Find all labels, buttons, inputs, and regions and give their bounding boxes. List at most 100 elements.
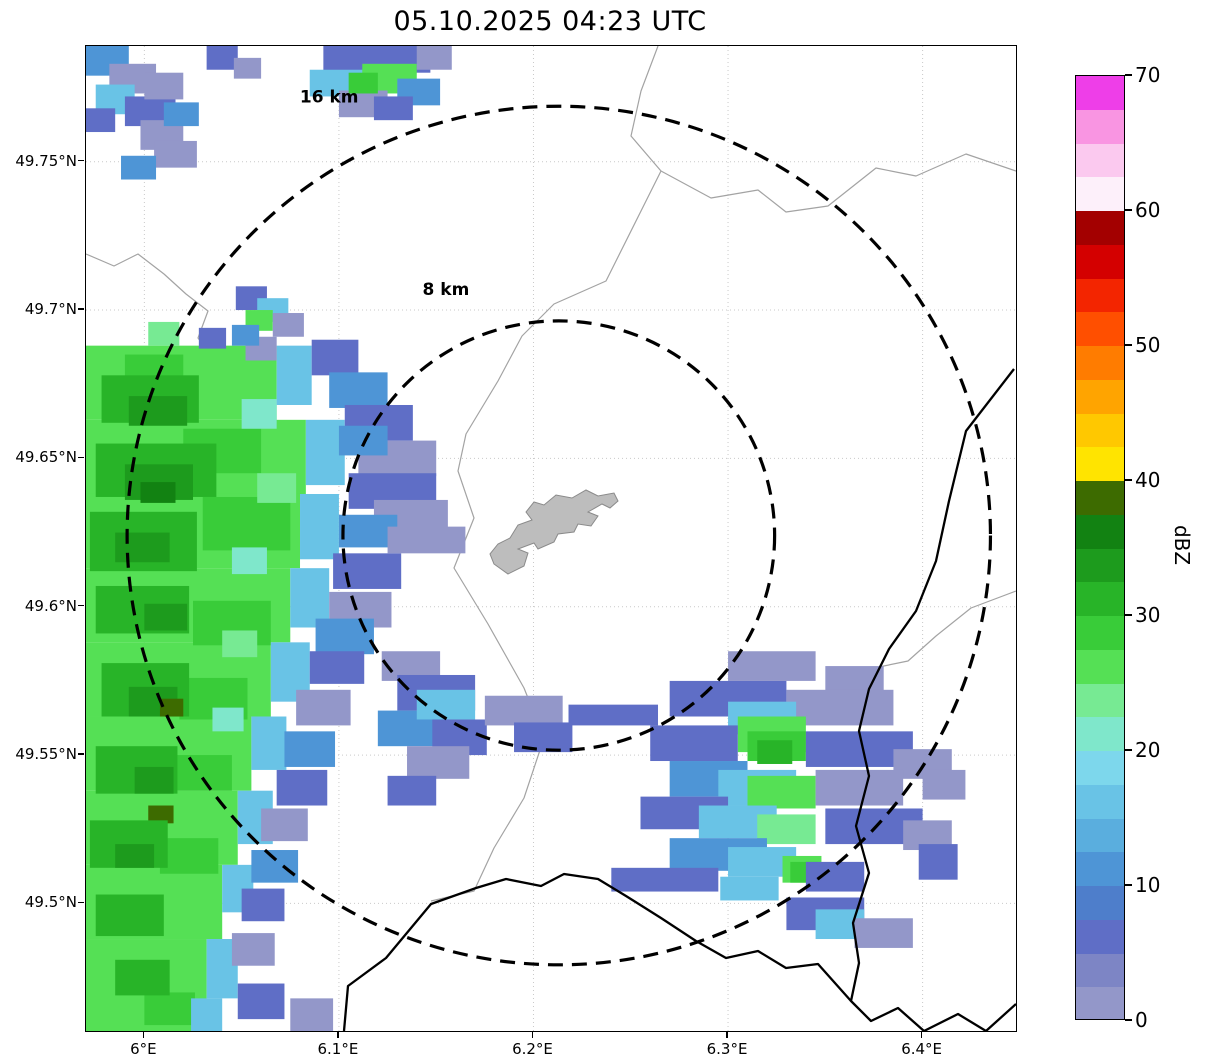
radar-cell bbox=[284, 731, 336, 767]
radar-cell bbox=[191, 998, 223, 1031]
radar-cell bbox=[251, 716, 287, 770]
radar-cell bbox=[290, 998, 334, 1031]
radar-cell bbox=[272, 313, 304, 337]
radar-cell bbox=[115, 532, 170, 563]
radar-cell bbox=[173, 755, 232, 791]
colorbar-tick-label: 10 bbox=[1135, 873, 1161, 897]
radar-cell bbox=[251, 850, 299, 883]
radar-cell bbox=[148, 805, 174, 824]
colorbar-tick-mark bbox=[1125, 479, 1132, 481]
y-tick-label: 49.5°N bbox=[24, 893, 77, 912]
x-tick-mark bbox=[920, 1032, 923, 1038]
radar-cell bbox=[918, 844, 958, 880]
radar-cell bbox=[348, 72, 378, 94]
radar-cell bbox=[222, 630, 258, 658]
x-tick-mark bbox=[142, 1032, 145, 1038]
radar-cell bbox=[416, 46, 452, 70]
radar-cell bbox=[144, 72, 184, 100]
radar-cell bbox=[241, 399, 277, 429]
radar-cell bbox=[144, 603, 188, 631]
y-tick-mark bbox=[78, 308, 84, 310]
colorbar-tick-mark bbox=[1125, 884, 1132, 886]
country-border-line bbox=[849, 368, 1016, 1031]
radar-cell bbox=[128, 396, 188, 426]
colorbar-tick-mark bbox=[1125, 749, 1132, 751]
radar-cell bbox=[757, 740, 793, 764]
radar-cell bbox=[484, 695, 563, 726]
radar-cell bbox=[805, 861, 865, 892]
country-border-line bbox=[342, 872, 852, 1031]
x-tick-mark bbox=[337, 1032, 339, 1038]
radar-cell bbox=[568, 704, 659, 726]
radar-cell bbox=[407, 746, 470, 779]
radar-cell bbox=[233, 57, 262, 79]
radar-cell bbox=[815, 769, 904, 806]
x-tick-label: 6.2°E bbox=[512, 1040, 553, 1058]
radar-cell bbox=[290, 568, 330, 628]
colorbar-segment bbox=[1076, 953, 1124, 988]
colorbar-segment bbox=[1076, 278, 1124, 313]
radar-cell bbox=[86, 108, 116, 133]
colorbar-segment bbox=[1076, 143, 1124, 178]
radar-cell bbox=[720, 876, 779, 901]
radar-cell bbox=[922, 769, 966, 800]
colorbar-segment bbox=[1076, 886, 1124, 920]
y-tick-mark bbox=[78, 605, 84, 607]
y-tick-mark bbox=[78, 456, 84, 459]
radar-cell bbox=[276, 345, 312, 405]
figure-title: 05.10.2025 04:23 UTC bbox=[393, 6, 707, 37]
colorbar-segment bbox=[1076, 784, 1124, 819]
radar-cell bbox=[163, 102, 199, 127]
range-ring-label: 16 km bbox=[300, 87, 359, 107]
admin-boundary-line bbox=[430, 46, 662, 902]
x-tick-mark bbox=[531, 1032, 534, 1038]
y-tick-label: 49.7°N bbox=[24, 300, 77, 319]
colorbar-segment bbox=[1076, 177, 1124, 211]
colorbar-segment bbox=[1076, 379, 1124, 414]
colorbar-segment bbox=[1076, 919, 1124, 954]
y-tick-mark bbox=[78, 753, 84, 755]
radar-cell bbox=[747, 775, 816, 809]
x-tick-label: 6.3°E bbox=[706, 1040, 748, 1058]
y-tick-mark bbox=[78, 901, 84, 904]
radar-cell bbox=[154, 140, 197, 168]
colorbar-tick-label: 70 bbox=[1135, 63, 1161, 87]
colorbar-tick-label: 60 bbox=[1135, 198, 1161, 222]
map-plot-area: 8 km 16 km bbox=[85, 45, 1017, 1032]
radar-cell bbox=[206, 46, 238, 70]
colorbar-segment bbox=[1076, 244, 1124, 279]
radar-cell bbox=[387, 775, 437, 806]
radar-cell bbox=[300, 493, 339, 560]
colorbar-segment bbox=[1076, 582, 1124, 616]
radar-cell bbox=[115, 959, 170, 996]
colorbar-unit-label: dBZ bbox=[1170, 524, 1194, 566]
admin-boundary-line bbox=[660, 153, 1016, 213]
colorbar-segment bbox=[1076, 312, 1124, 346]
radar-cell bbox=[611, 867, 719, 892]
radar-map-canvas: 8 km 16 km bbox=[86, 46, 1016, 1031]
radar-cell bbox=[202, 496, 291, 551]
colorbar-segment bbox=[1076, 616, 1124, 650]
colorbar-segment bbox=[1076, 514, 1124, 549]
colorbar-segment bbox=[1076, 818, 1124, 853]
radar-cell bbox=[373, 96, 413, 121]
colorbar-segment bbox=[1076, 548, 1124, 583]
x-tick-label: 6.1°E bbox=[317, 1040, 359, 1058]
radar-cell bbox=[134, 766, 174, 794]
radar-cell bbox=[329, 372, 388, 408]
radar-cell bbox=[148, 321, 180, 346]
y-tick-label: 49.55°N bbox=[15, 745, 77, 764]
radar-cell bbox=[257, 473, 297, 503]
colorbar-tick-label: 40 bbox=[1135, 468, 1161, 492]
radar-cell bbox=[650, 725, 738, 762]
radar-cell bbox=[854, 918, 913, 948]
airport-outline bbox=[489, 489, 619, 575]
radar-cell bbox=[237, 983, 285, 1020]
radar-cell bbox=[121, 155, 157, 180]
radar-cell bbox=[231, 933, 275, 966]
x-tick-mark bbox=[726, 1032, 728, 1038]
colorbar-segment bbox=[1076, 481, 1124, 515]
colorbar-segment bbox=[1076, 751, 1124, 785]
range-ring-16km bbox=[125, 104, 993, 967]
